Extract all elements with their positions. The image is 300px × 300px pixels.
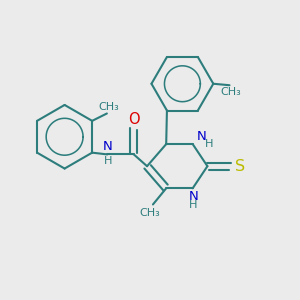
Text: CH₃: CH₃ — [140, 208, 160, 218]
Text: H: H — [205, 139, 213, 149]
Text: H: H — [103, 156, 112, 166]
Text: N: N — [197, 130, 206, 143]
Text: S: S — [235, 159, 245, 174]
Text: N: N — [103, 140, 113, 153]
Text: N: N — [188, 190, 198, 203]
Text: H: H — [189, 200, 197, 210]
Text: CH₃: CH₃ — [98, 102, 119, 112]
Text: CH₃: CH₃ — [220, 87, 241, 97]
Text: O: O — [128, 112, 140, 127]
